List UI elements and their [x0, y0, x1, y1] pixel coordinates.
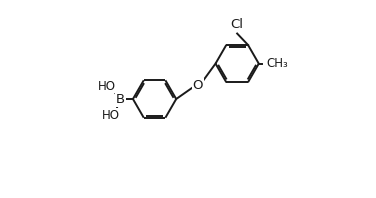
Text: B: B — [115, 92, 125, 106]
Text: CH₃: CH₃ — [267, 57, 288, 70]
Text: Cl: Cl — [230, 18, 244, 31]
Text: HO: HO — [102, 109, 120, 122]
Text: HO: HO — [97, 80, 115, 93]
Text: O: O — [193, 79, 203, 92]
